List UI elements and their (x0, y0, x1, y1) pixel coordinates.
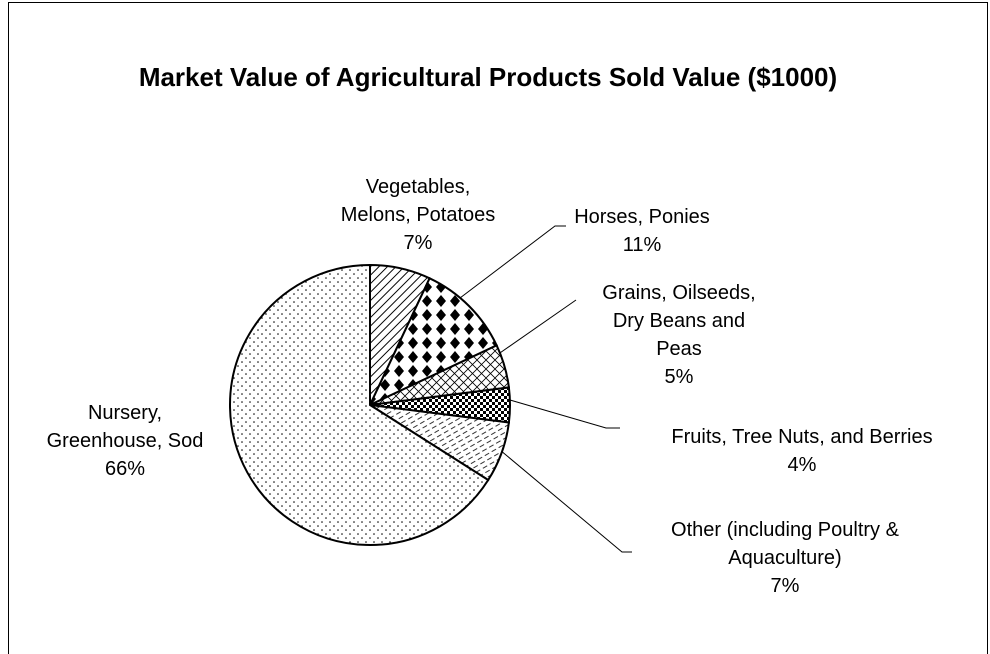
chart-frame (8, 2, 988, 654)
category-label: Horses, Ponies (574, 206, 710, 228)
value-label: 7% (403, 232, 433, 254)
slice-label: Grains, Oilseeds, Dry Beans and Peas 5% (595, 279, 763, 391)
category-label: Other (including Poultry & Aquaculture) (671, 519, 899, 569)
value-label: 66% (104, 458, 146, 480)
value-label: 4% (787, 454, 817, 476)
chart-title: Market Value of Agricultural Products So… (138, 62, 838, 92)
category-label: Fruits, Tree Nuts, and Berries (671, 426, 933, 448)
leader-line (459, 225, 566, 299)
leader-lines (459, 225, 632, 553)
category-label: Grains, Oilseeds, Dry Beans and Peas (602, 282, 756, 360)
slice-label: Nursery, Greenhouse, Sod 66% (40, 399, 210, 483)
pie-slice (367, 276, 499, 408)
slice-label: Vegetables, Melons, Potatoes 7% (333, 173, 503, 257)
leader-line (499, 449, 632, 553)
value-label: 5% (664, 366, 694, 388)
value-label: 11% (622, 234, 662, 256)
leader-line (509, 399, 620, 429)
category-label: Vegetables, Melons, Potatoes (340, 176, 496, 226)
slice-label: Fruits, Tree Nuts, and Berries 4% (622, 423, 982, 479)
slice-label: Other (including Poultry & Aquaculture) 7… (655, 516, 915, 600)
pie-slice (229, 263, 490, 546)
slice-label: Horses, Ponies 11% (542, 203, 742, 259)
value-label: 7% (770, 575, 800, 597)
leader-line (496, 299, 577, 356)
category-label: Nursery, Greenhouse, Sod (46, 402, 204, 452)
